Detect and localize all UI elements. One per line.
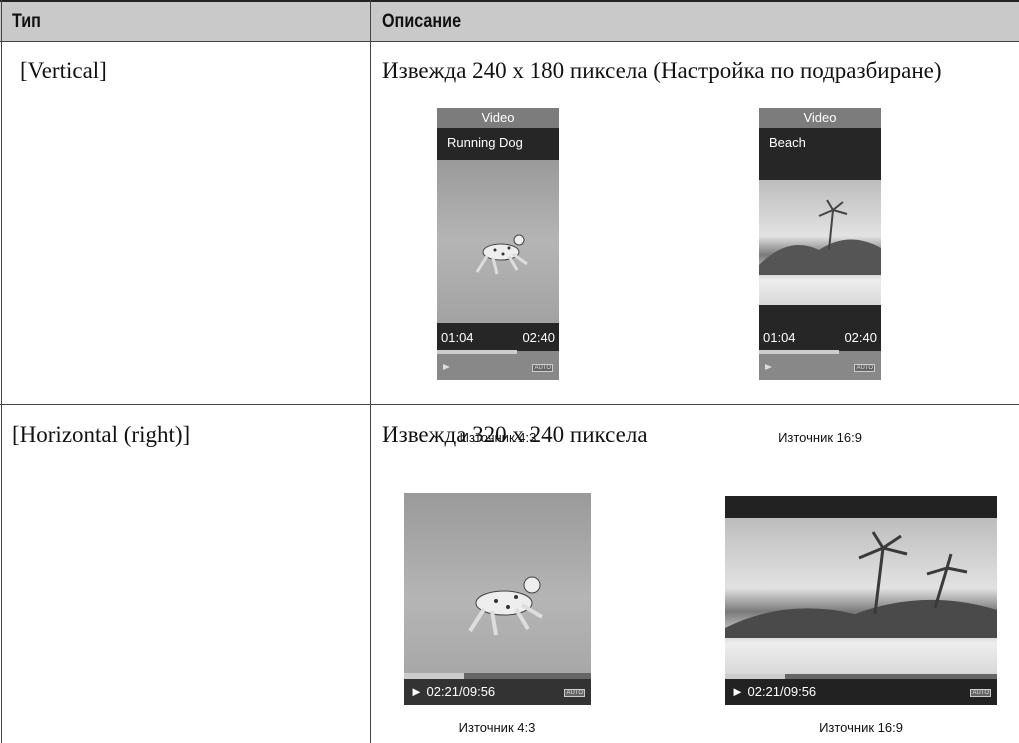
row-description: Извежда 320 x 240 пиксела [382,422,648,447]
row-description: Извежда 240 x 180 пиксела (Настройка по … [382,58,942,83]
elapsed-time: 01:04 [441,330,474,345]
header-cell: Описание [382,11,462,32]
title-bar [437,128,559,160]
caption: Източник 4:3 [458,720,536,735]
time-bar [759,305,881,351]
caption: Източник 16:9 [778,430,862,445]
video-frame [437,160,559,323]
row-type: [Vertical] [20,58,107,83]
progress-bar [437,350,517,354]
play-icon [765,364,772,370]
row-type: [Horizontal (right)] [12,422,191,447]
dog-image [468,576,544,636]
screen-title: Video [759,108,881,128]
progress-bar [404,673,464,679]
caption: Източник 4:3 [459,430,537,445]
auto-badge: AUTO [970,689,991,697]
file-name: Running Dog [447,135,523,150]
table-header: Тип Описание [0,0,1019,42]
caption: Източник 16:9 [819,720,903,735]
border [1,0,2,743]
video-frame [725,518,997,674]
time-bar [437,323,559,351]
header-cell: Тип [12,11,41,32]
time-bar [404,679,591,705]
total-time: 02:40 [522,330,555,345]
time: 02:21/09:56 [426,684,496,699]
progress-track [725,674,997,679]
total-time: 02:40 [844,330,877,345]
border [0,404,1019,405]
screenshot: Video Beach 01:04 02:40 AUTO [759,108,881,380]
time: 02:21/09:56 [747,684,817,699]
progress-track [404,673,591,679]
screen-title: Video [437,108,559,128]
title-bar [759,128,881,180]
beach-image [725,531,997,638]
progress-bar [725,674,785,679]
progress-bar [759,350,839,354]
elapsed-time: 01:04 [763,330,796,345]
dog-image [475,234,528,275]
beach-image [759,199,881,275]
screenshot: Video Running Dog 01:04 02:40 AUTO [437,108,559,380]
file-name: Beach [769,135,806,150]
auto-badge: AUTO [532,364,553,372]
auto-badge: AUTO [854,364,875,372]
video-frame [759,180,881,305]
auto-badge: AUTO [564,689,585,697]
border [370,0,371,743]
screenshot: ► 02:21/09:56 AUTO [725,496,997,705]
play-icon [443,364,450,370]
screenshot: ► 02:21/09:56 AUTO [404,493,591,705]
